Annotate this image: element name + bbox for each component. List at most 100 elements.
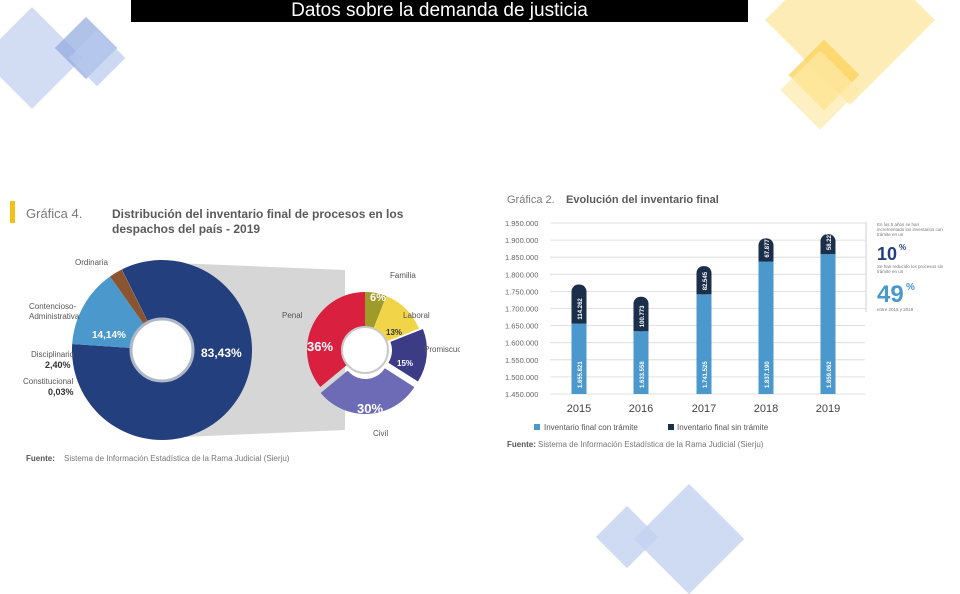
label-ordinaria-pct: 83,43%: [201, 346, 242, 360]
x-tick-label: 2017: [692, 403, 716, 415]
bar-sin-tramite: [633, 296, 649, 332]
x-tick-label: 2016: [629, 403, 653, 415]
bar-sin-tramite: [571, 284, 587, 324]
label-contencioso-line1: Contencioso-: [29, 302, 76, 311]
chart4-title-line2: despachos del país - 2019: [112, 222, 260, 236]
bar-con-tramite: [820, 254, 836, 394]
label-contencioso-line2: Administrativa: [29, 312, 80, 321]
bar-sin-tramite-join: [820, 248, 836, 255]
chart2-heading-prefix: Gráfica 2.: [507, 194, 555, 206]
bar-sin-tramite-join: [633, 325, 649, 332]
slice-laboral: [373, 296, 419, 342]
chart-inventory-evolution: Gráfica 2. Evolución del inventario fina…: [505, 194, 944, 449]
legend-swatch-con-tramite: [534, 424, 540, 430]
bar-con-tramite: [571, 323, 587, 394]
chart2-title: Evolución del inventario final: [566, 194, 719, 206]
y-tick-label: 1.900.000: [505, 236, 538, 245]
x-tick-label: 2015: [567, 403, 591, 415]
y-tick-label: 1.650.000: [505, 322, 538, 331]
label-familia-name: Familia: [390, 271, 416, 280]
chart-distribution: Gráfica 4. Distribución del inventario f…: [10, 201, 460, 463]
label-laboral-pct: 13%: [386, 328, 402, 337]
main-donut: [71, 260, 252, 441]
bar-con-tramite: [633, 331, 649, 394]
label-constitucional-name: Constitucional: [23, 377, 73, 386]
slide-title: Datos sobre la demanda de justicia: [131, 0, 748, 22]
heading-accent-bar: [10, 201, 15, 223]
bar-label-sin-tramite: 100.773: [640, 305, 646, 327]
bar-con-tramite: [758, 261, 774, 394]
legend-swatch-sin-tramite: [668, 424, 674, 430]
y-tick-label: 1.500.000: [505, 373, 538, 382]
label-constitucional-pct: 0,03%: [48, 387, 74, 397]
legend-con-tramite: Inventario final con trámite: [544, 423, 638, 432]
chart4-title-line1: Distribución del inventario final de pro…: [112, 207, 404, 221]
chart2-source-text: Sistema de Información Estadística de la…: [538, 440, 764, 449]
label-disciplinario-name: Disciplinario: [31, 350, 75, 359]
y-tick-label: 1.700.000: [505, 305, 538, 314]
slice-ordinaria: [71, 260, 252, 441]
side-note-text1-wrap: En los 5 años se han incrementado los in…: [877, 222, 943, 237]
deco-diamond-bottom-small: [595, 505, 659, 569]
label-ordinaria-name: Ordinaria: [75, 258, 108, 267]
x-tick-label: 2018: [754, 403, 778, 415]
bar-label-con-tramite: 1.741.525: [703, 361, 709, 388]
y-tick-label: 1.800.000: [505, 270, 538, 279]
detail-donut: [307, 292, 427, 414]
main-donut-hole: [129, 317, 195, 383]
slice-contencioso: [72, 276, 145, 348]
y-tick-label: 1.450.000: [505, 390, 538, 399]
detail-donut-hole: [341, 326, 389, 374]
bar-label-sin-tramite: 58.227: [827, 231, 833, 250]
label-promiscuo-name: Promiscuo: [424, 345, 460, 354]
chart4-source-text: Sistema de Información Estadística de la…: [64, 454, 290, 463]
label-laboral-name: Laboral: [403, 311, 430, 320]
bar-sin-tramite: [696, 266, 712, 295]
bar-sin-tramite-join: [758, 255, 774, 262]
label-disciplinario-pct: 2,40%: [45, 360, 71, 370]
y-tick-label: 1.850.000: [505, 253, 538, 262]
slice-disciplinario: [110, 269, 149, 325]
y-tick-label: 1.600.000: [505, 339, 538, 348]
label-penal-name: Penal: [282, 311, 303, 320]
side-note-sup1: %: [899, 243, 906, 252]
chart4-heading-prefix: Gráfica 4.: [26, 206, 82, 221]
bar-label-con-tramite: 1.633.558: [640, 361, 646, 388]
label-promiscuo-pct: 15%: [397, 359, 413, 368]
y-tick-label: 1.750.000: [505, 287, 538, 296]
bar-label-sin-tramite: 67.877: [765, 239, 771, 258]
label-familia-pct: 6%: [370, 292, 386, 304]
bars: 1.655.821 114.262 1.633.558 100.773 1.741.52…: [571, 231, 836, 394]
label-penal-pct: 36%: [307, 339, 333, 354]
bar-label-con-tramite: 1.859.062: [827, 361, 833, 388]
label-civil-pct: 30%: [357, 401, 383, 416]
chart2-source-prefix: Fuente:: [507, 440, 536, 449]
x-tick-label: 2019: [816, 403, 840, 415]
slice-civil: [320, 368, 415, 414]
legend-sin-tramite: Inventario final sin trámite: [677, 423, 769, 432]
side-note-text2: Se han reducido los procesos sin trámite…: [877, 264, 944, 274]
side-note-text3: entre 2015 y 2019: [877, 307, 914, 312]
bar-label-con-tramite: 1.655.821: [578, 361, 584, 388]
side-note-text2-wrap: Se han reducido los procesos sin trámite…: [877, 264, 944, 274]
label-civil-name: Civil: [373, 429, 388, 438]
label-contencioso-pct: 14,14%: [92, 330, 126, 341]
slice-promiscuo: [388, 329, 427, 382]
slice-constitucional: [121, 269, 149, 323]
bar-con-tramite: [696, 294, 712, 394]
side-note-text1: En los 5 años se han incrementado los in…: [877, 222, 943, 237]
y-tick-label: 1.950.000: [505, 219, 538, 228]
bar-label-con-tramite: 1.837.190: [765, 361, 771, 388]
y-axis-ticks: 1.450.000 1.500.000 1.550.000 1.600.000 1.65…: [505, 219, 538, 399]
bar-sin-tramite-join: [571, 317, 587, 324]
y-tick-label: 1.550.000: [505, 356, 538, 365]
slice-penal: [307, 292, 365, 387]
chart4-source-prefix: Fuente:: [26, 454, 55, 463]
bar-sin-tramite-join: [696, 288, 712, 295]
side-note-value1: 10: [877, 244, 897, 264]
x-axis-ticks: 2015 2016 2017 2018 2019: [567, 403, 840, 415]
bar-label-sin-tramite: 82.545: [703, 271, 709, 290]
side-note-value2: 49: [877, 281, 904, 308]
bar-label-sin-tramite: 114.262: [578, 298, 584, 320]
slice-familia: [365, 292, 387, 329]
